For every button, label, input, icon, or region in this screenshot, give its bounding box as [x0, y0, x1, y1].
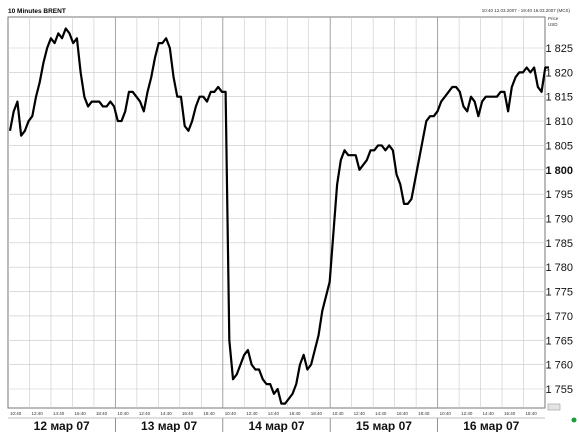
- horizontal-grid: [8, 47, 545, 390]
- y-tick-label: 1 775: [545, 287, 573, 299]
- y-tick-label: 1 770: [545, 311, 573, 323]
- y-axis-labels: 1 825 1 820 1 815 1 810 1 805 1 800 1 795 1 790…: [545, 43, 573, 396]
- x-tick-label: 12:40: [354, 411, 366, 416]
- x-tick-label: 12:40: [139, 411, 151, 416]
- day-label: 12 мар 07: [34, 419, 90, 432]
- y-tick-label: 1 760: [545, 360, 573, 372]
- y-tick-label: 1 815: [545, 92, 573, 104]
- x-tick-label: 18:40: [418, 411, 430, 416]
- plot-area: [7, 16, 546, 409]
- chart-title: 10 Minutes BRENT: [8, 8, 66, 15]
- status-dot: [571, 417, 577, 423]
- day-separators: [114, 17, 439, 432]
- x-tick-label: 12:40: [461, 411, 473, 416]
- vertical-grid: [29, 17, 524, 408]
- y-tick-label: 1 805: [545, 140, 573, 152]
- y-tick-label: 1 795: [545, 189, 573, 201]
- price-line: [8, 27, 549, 405]
- day-label: 15 мар 07: [356, 419, 412, 432]
- x-tick-label: 10:40: [440, 411, 452, 416]
- x-tick-label: 16:40: [289, 411, 301, 416]
- y-tick-label: 1 820: [545, 67, 573, 79]
- y-tick-label: 1 780: [545, 262, 573, 274]
- y-tick-label: 1 765: [545, 335, 573, 347]
- x-tick-label: 18:40: [526, 411, 538, 416]
- chart-date-range: 10:40 12.03.2007 - 19:40 16.03.2007 (MCS…: [482, 8, 571, 13]
- x-tick-label: 14:40: [53, 411, 65, 416]
- x-tick-label: 10:40: [225, 411, 237, 416]
- y-tick-label: 1 800: [545, 165, 573, 177]
- axis-caption-usd: USD: [548, 22, 558, 27]
- y-tick-label: 1 785: [545, 238, 573, 250]
- x-tick-label: 14:40: [375, 411, 387, 416]
- x-axis-time-labels: 10:40 12:40 14:40 16:40 18:40 10:40 12:40 14:40…: [10, 411, 537, 416]
- x-tick-label: 18:40: [96, 411, 108, 416]
- x-tick-label: 18:40: [203, 411, 215, 416]
- day-label: 14 мар 07: [248, 419, 304, 432]
- y-tick-label: 1 810: [545, 116, 573, 128]
- axis-caption-price: Price: [548, 16, 559, 21]
- scroll-handle[interactable]: [547, 403, 561, 411]
- y-tick-label: 1 790: [545, 214, 573, 226]
- x-tick-label: 10:40: [332, 411, 344, 416]
- x-tick-label: 16:40: [74, 411, 86, 416]
- x-tick-label: 12:40: [31, 411, 43, 416]
- day-label: 13 мар 07: [141, 419, 197, 432]
- x-axis-day-labels: 12 мар 07 13 мар 07 14 мар 07 15 мар 07 16 м…: [34, 419, 520, 432]
- x-tick-label: 12:40: [246, 411, 258, 416]
- x-tick-label: 16:40: [504, 411, 516, 416]
- x-tick-label: 14:40: [483, 411, 495, 416]
- x-tick-label: 16:40: [182, 411, 194, 416]
- day-label: 16 мар 07: [463, 419, 519, 432]
- x-tick-label: 14:40: [268, 411, 280, 416]
- x-tick-label: 10:40: [10, 411, 22, 416]
- x-tick-label: 14:40: [160, 411, 172, 416]
- y-tick-label: 1 755: [545, 384, 573, 396]
- x-tick-label: 18:40: [311, 411, 323, 416]
- x-tick-label: 16:40: [397, 411, 409, 416]
- x-tick-label: 10:40: [117, 411, 129, 416]
- y-tick-label: 1 825: [545, 43, 573, 55]
